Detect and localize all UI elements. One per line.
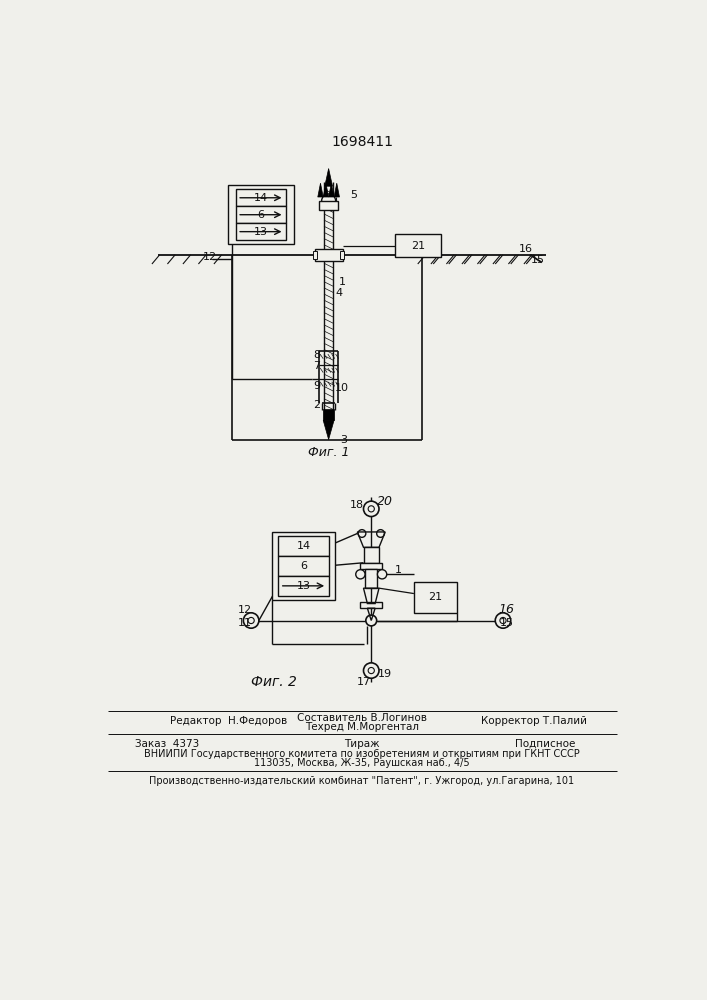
Bar <box>320 201 338 210</box>
Bar <box>235 189 286 206</box>
Bar <box>363 547 379 563</box>
Circle shape <box>368 667 374 674</box>
Text: 15: 15 <box>500 618 514 628</box>
Bar <box>365 569 378 588</box>
Text: 16: 16 <box>499 603 515 616</box>
Polygon shape <box>334 183 339 197</box>
Bar <box>279 536 329 556</box>
Text: Редактор  Н.Федоров: Редактор Н.Федоров <box>170 716 287 726</box>
Text: 14: 14 <box>296 541 310 551</box>
Circle shape <box>248 617 255 624</box>
Text: 19: 19 <box>378 669 392 679</box>
Bar <box>279 556 329 576</box>
Text: 113035, Москва, Ж-35, Раушская наб., 4/5: 113035, Москва, Ж-35, Раушская наб., 4/5 <box>254 758 469 768</box>
Bar <box>414 582 457 613</box>
Text: 6: 6 <box>300 561 307 571</box>
Circle shape <box>377 530 385 537</box>
Text: 20: 20 <box>378 495 393 508</box>
Circle shape <box>322 194 336 208</box>
Text: 4: 4 <box>336 288 343 298</box>
Circle shape <box>363 663 379 678</box>
Circle shape <box>358 530 366 537</box>
Text: Составитель В.Логинов: Составитель В.Логинов <box>297 713 427 723</box>
Text: 11: 11 <box>238 618 252 628</box>
Text: Тираж: Тираж <box>344 739 380 749</box>
Circle shape <box>495 613 510 628</box>
Circle shape <box>243 613 259 628</box>
Text: Заказ  4373: Заказ 4373 <box>135 739 199 749</box>
Polygon shape <box>323 183 329 197</box>
Circle shape <box>363 501 379 517</box>
Circle shape <box>366 615 377 626</box>
Bar <box>361 563 382 569</box>
Text: 13: 13 <box>296 581 310 591</box>
Polygon shape <box>329 183 334 197</box>
Bar <box>315 249 343 261</box>
Text: Подписное: Подписное <box>515 739 575 749</box>
Polygon shape <box>323 409 334 420</box>
Text: 9: 9 <box>313 381 320 391</box>
Bar <box>340 251 344 259</box>
Bar <box>395 234 441 257</box>
Circle shape <box>356 570 365 579</box>
Text: 7: 7 <box>313 361 320 371</box>
Text: 1698411: 1698411 <box>331 135 393 149</box>
Polygon shape <box>323 420 334 440</box>
Text: Корректор Т.Палий: Корректор Т.Палий <box>481 716 587 726</box>
Text: 8: 8 <box>313 350 320 360</box>
Circle shape <box>500 617 506 624</box>
Text: Производственно-издательский комбинат "Патент", г. Ужгород, ул.Гагарина, 101: Производственно-издательский комбинат "П… <box>149 776 575 786</box>
Text: 12: 12 <box>238 605 252 615</box>
Text: 15: 15 <box>531 255 545 265</box>
Text: 12: 12 <box>203 252 217 262</box>
Bar <box>272 532 335 600</box>
Text: 14: 14 <box>254 193 268 203</box>
Text: 21: 21 <box>428 592 442 602</box>
Bar <box>235 206 286 223</box>
Text: 1: 1 <box>395 565 402 575</box>
Bar <box>228 185 293 244</box>
Polygon shape <box>317 183 323 197</box>
Text: ВНИИПИ Государственного комитета по изобретениям и открытиям при ГКНТ СССР: ВНИИПИ Государственного комитета по изоб… <box>144 749 580 759</box>
Text: 2: 2 <box>313 400 320 410</box>
Text: Фиг. 1: Фиг. 1 <box>308 446 349 459</box>
Text: 1: 1 <box>339 277 346 287</box>
Text: 3: 3 <box>341 435 348 445</box>
Bar <box>313 251 317 259</box>
Text: 6: 6 <box>257 210 264 220</box>
Text: Техред М.Моргентал: Техред М.Моргентал <box>305 722 419 732</box>
Circle shape <box>378 570 387 579</box>
Bar <box>279 576 329 596</box>
Text: 16: 16 <box>519 244 533 254</box>
Text: 13: 13 <box>254 227 268 237</box>
Bar <box>361 602 382 608</box>
Text: 21: 21 <box>411 241 425 251</box>
Text: 18: 18 <box>350 500 364 510</box>
Polygon shape <box>325 169 332 186</box>
Text: 17: 17 <box>356 677 370 687</box>
Bar <box>235 223 286 240</box>
Text: 10: 10 <box>335 383 349 393</box>
Text: 5: 5 <box>350 190 357 200</box>
Circle shape <box>368 506 374 512</box>
Text: Фиг. 2: Фиг. 2 <box>252 675 298 689</box>
